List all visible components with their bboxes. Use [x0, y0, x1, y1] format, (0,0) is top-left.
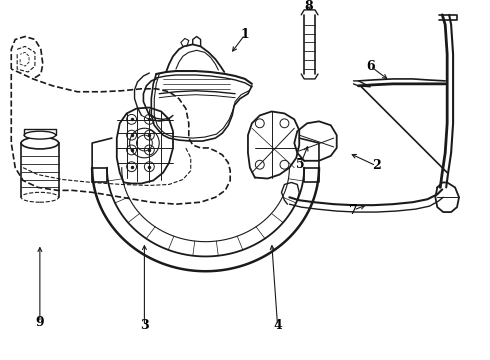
Bar [21, 143, 59, 197]
Ellipse shape [24, 131, 56, 139]
Text: 9: 9 [36, 316, 44, 329]
Text: 5: 5 [296, 158, 305, 171]
Text: 6: 6 [366, 60, 374, 73]
Text: 4: 4 [273, 319, 282, 332]
Ellipse shape [21, 192, 59, 202]
Text: 1: 1 [241, 28, 249, 41]
Ellipse shape [21, 137, 59, 149]
Text: 7: 7 [349, 204, 358, 217]
Text: 8: 8 [305, 0, 314, 13]
Text: 3: 3 [140, 319, 149, 332]
Text: 2: 2 [372, 159, 381, 172]
